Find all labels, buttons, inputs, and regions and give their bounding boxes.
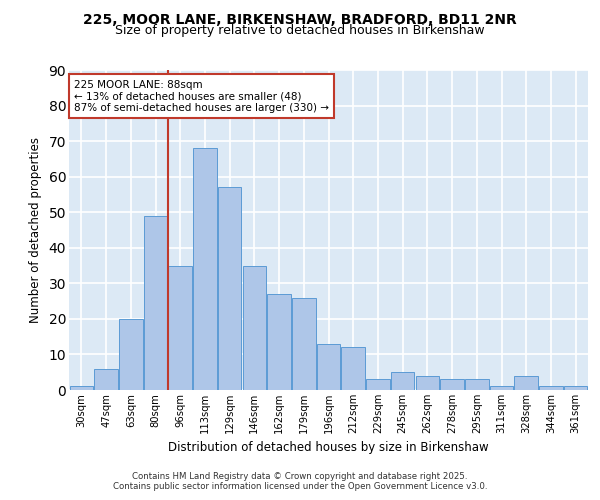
Bar: [70, 386, 93, 390]
Bar: [366, 380, 389, 390]
Bar: [391, 372, 415, 390]
Bar: [292, 298, 316, 390]
Text: 225 MOOR LANE: 88sqm
← 13% of detached houses are smaller (48)
87% of semi-detac: 225 MOOR LANE: 88sqm ← 13% of detached h…: [74, 80, 329, 113]
Bar: [242, 266, 266, 390]
Bar: [539, 386, 563, 390]
Text: Size of property relative to detached houses in Birkenshaw: Size of property relative to detached ho…: [115, 24, 485, 37]
Bar: [268, 294, 291, 390]
Bar: [490, 386, 513, 390]
Bar: [218, 188, 241, 390]
Text: Contains HM Land Registry data © Crown copyright and database right 2025.
Contai: Contains HM Land Registry data © Crown c…: [113, 472, 487, 491]
Bar: [94, 368, 118, 390]
Bar: [193, 148, 217, 390]
Bar: [514, 376, 538, 390]
Y-axis label: Number of detached properties: Number of detached properties: [29, 137, 41, 323]
X-axis label: Distribution of detached houses by size in Birkenshaw: Distribution of detached houses by size …: [168, 442, 489, 454]
Bar: [169, 266, 192, 390]
Text: 225, MOOR LANE, BIRKENSHAW, BRADFORD, BD11 2NR: 225, MOOR LANE, BIRKENSHAW, BRADFORD, BD…: [83, 12, 517, 26]
Bar: [440, 380, 464, 390]
Bar: [317, 344, 340, 390]
Bar: [144, 216, 167, 390]
Bar: [564, 386, 587, 390]
Bar: [416, 376, 439, 390]
Bar: [465, 380, 488, 390]
Bar: [341, 348, 365, 390]
Bar: [119, 319, 143, 390]
